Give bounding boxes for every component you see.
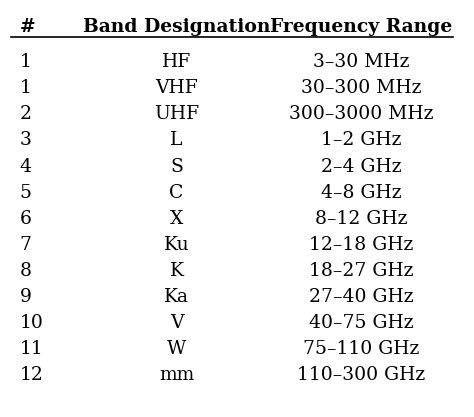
Text: 4–8 GHz: 4–8 GHz — [320, 183, 401, 202]
Text: C: C — [169, 183, 184, 202]
Text: 2: 2 — [20, 106, 32, 123]
Text: 3–30 MHz: 3–30 MHz — [313, 53, 409, 71]
Text: 2–4 GHz: 2–4 GHz — [320, 158, 401, 176]
Text: 8–12 GHz: 8–12 GHz — [315, 210, 407, 228]
Text: 12: 12 — [20, 366, 44, 384]
Text: 27–40 GHz: 27–40 GHz — [309, 288, 413, 306]
Text: HF: HF — [162, 53, 191, 71]
Text: X: X — [170, 210, 183, 228]
Text: 110–300 GHz: 110–300 GHz — [297, 366, 425, 384]
Text: mm: mm — [159, 366, 194, 384]
Text: 8: 8 — [20, 262, 32, 280]
Text: V: V — [170, 314, 183, 332]
Text: VHF: VHF — [155, 79, 198, 97]
Text: 75–110 GHz: 75–110 GHz — [303, 340, 419, 358]
Text: 6: 6 — [20, 210, 32, 228]
Text: K: K — [170, 262, 183, 280]
Text: 3: 3 — [20, 131, 32, 149]
Text: #: # — [20, 18, 36, 36]
Text: 7: 7 — [20, 236, 32, 254]
Text: 5: 5 — [20, 183, 32, 202]
Text: 30–300 MHz: 30–300 MHz — [301, 79, 421, 97]
Text: 300–3000 MHz: 300–3000 MHz — [289, 106, 433, 123]
Text: 10: 10 — [20, 314, 44, 332]
Text: Ka: Ka — [164, 288, 189, 306]
Text: 1: 1 — [20, 79, 32, 97]
Text: 18–27 GHz: 18–27 GHz — [309, 262, 413, 280]
Text: 12–18 GHz: 12–18 GHz — [309, 236, 413, 254]
Text: UHF: UHF — [154, 106, 199, 123]
Text: 4: 4 — [20, 158, 32, 176]
Text: Ku: Ku — [164, 236, 189, 254]
Text: 9: 9 — [20, 288, 32, 306]
Text: S: S — [170, 158, 183, 176]
Text: 40–75 GHz: 40–75 GHz — [309, 314, 413, 332]
Text: 1–2 GHz: 1–2 GHz — [320, 131, 401, 149]
Text: Frequency Range: Frequency Range — [270, 18, 452, 36]
Text: L: L — [170, 131, 183, 149]
Text: Band Designation: Band Designation — [83, 18, 270, 36]
Text: 11: 11 — [20, 340, 44, 358]
Text: W: W — [167, 340, 186, 358]
Text: 1: 1 — [20, 53, 32, 71]
